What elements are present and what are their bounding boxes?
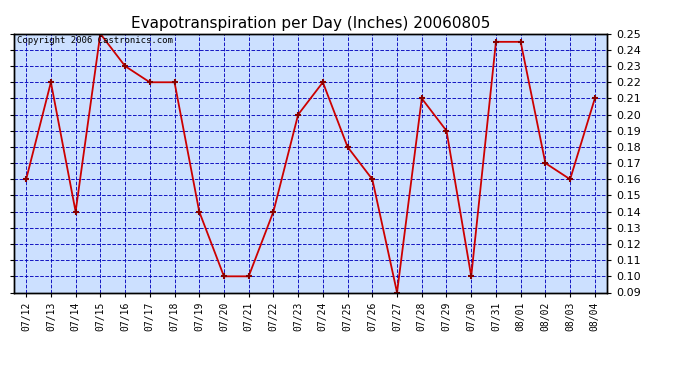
Title: Evapotranspiration per Day (Inches) 20060805: Evapotranspiration per Day (Inches) 2006… — [131, 16, 490, 31]
Text: Copyright 2006 Castronics.com: Copyright 2006 Castronics.com — [17, 36, 172, 45]
